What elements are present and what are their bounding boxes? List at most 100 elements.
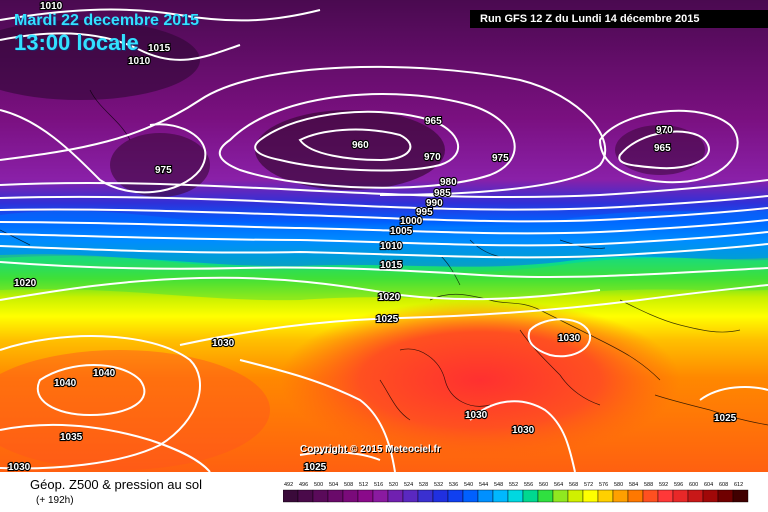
color-scale-swatch bbox=[477, 489, 494, 503]
color-scale-swatch bbox=[657, 489, 674, 503]
color-scale-tick-label: 516 bbox=[374, 482, 383, 488]
color-scale-swatch bbox=[372, 489, 389, 503]
color-scale-tick-label: 580 bbox=[614, 482, 623, 488]
color-scale-tick-label: 592 bbox=[659, 482, 668, 488]
isobar-labels: 1010 1015 1010 975 960 965 970 975 980 9… bbox=[7, 0, 738, 472]
color-scale-swatch bbox=[297, 489, 314, 503]
color-scale-swatch bbox=[462, 489, 479, 503]
weather-map: 1010 1015 1010 975 960 965 970 975 980 9… bbox=[0, 0, 768, 472]
isobar-label: 1040 bbox=[54, 378, 77, 389]
color-scale-tick-label: 576 bbox=[599, 482, 608, 488]
legend-title: Géop. Z500 & pression au sol bbox=[30, 477, 202, 492]
isobar-label: 1015 bbox=[380, 260, 403, 271]
color-scale-swatch bbox=[492, 489, 509, 503]
isobar-label: 1010 bbox=[128, 56, 151, 67]
color-scale-tick-label: 508 bbox=[344, 482, 353, 488]
isobar-label: 1000 bbox=[400, 216, 423, 227]
isobar-label: 1005 bbox=[390, 226, 413, 237]
isobars bbox=[0, 8, 768, 472]
isobar-label: 970 bbox=[424, 152, 441, 163]
low-pressure-core bbox=[255, 110, 445, 190]
isobar-label: 1025 bbox=[376, 314, 399, 325]
color-scale-tick-label: 552 bbox=[509, 482, 518, 488]
color-scale-swatch bbox=[417, 489, 434, 503]
color-scale-swatch bbox=[717, 489, 734, 503]
isobar-label: 965 bbox=[425, 116, 442, 127]
color-scale-tick-label: 520 bbox=[389, 482, 398, 488]
model-run-info: Run GFS 12 Z du Lundi 14 décembre 2015 bbox=[470, 10, 768, 28]
isobar-label: 1015 bbox=[148, 43, 171, 54]
copyright-text: Copyright © 2015 Meteociel.fr bbox=[300, 444, 441, 455]
isobar-label: 1025 bbox=[304, 462, 327, 472]
isobar-label: 1020 bbox=[378, 292, 401, 303]
color-scale-swatch bbox=[507, 489, 524, 503]
color-scale-tick-label: 512 bbox=[359, 482, 368, 488]
color-scale-swatch bbox=[627, 489, 644, 503]
isobar-label: 995 bbox=[416, 207, 433, 218]
jet-band-green bbox=[0, 254, 768, 301]
color-scale-tick-label: 584 bbox=[629, 482, 638, 488]
isobar-label: 975 bbox=[155, 165, 172, 176]
color-scale-swatch bbox=[732, 489, 749, 503]
color-scale-swatch bbox=[612, 489, 629, 503]
legend-subtitle: (+ 192h) bbox=[36, 495, 74, 506]
isobar-label: 1030 bbox=[512, 425, 535, 436]
isobar-label: 1040 bbox=[93, 368, 116, 379]
isobar-label: 1020 bbox=[14, 278, 37, 289]
color-scale-tick-label: 588 bbox=[644, 482, 653, 488]
color-scale-tick-label: 600 bbox=[689, 482, 698, 488]
color-scale-tick-label: 532 bbox=[434, 482, 443, 488]
isobar-label: 980 bbox=[440, 177, 457, 188]
isobar-label: 960 bbox=[352, 140, 369, 151]
color-scale-tick-label: 604 bbox=[704, 482, 713, 488]
forecast-date: Mardi 22 decembre 2015 bbox=[14, 12, 199, 29]
isobar-label: 975 bbox=[492, 153, 509, 164]
isobar-label: 1010 bbox=[40, 1, 63, 12]
color-scale-tick-label: 548 bbox=[494, 482, 503, 488]
color-scale-swatch bbox=[597, 489, 614, 503]
color-scale-swatch bbox=[582, 489, 599, 503]
color-scale-tick-label: 524 bbox=[404, 482, 413, 488]
color-scale-tick-label: 572 bbox=[584, 482, 593, 488]
color-scale-tick-label: 536 bbox=[449, 482, 458, 488]
color-scale-tick-label: 608 bbox=[719, 482, 728, 488]
color-scale-tick-label: 564 bbox=[554, 482, 563, 488]
color-scale-swatch bbox=[447, 489, 464, 503]
color-scale-tick-label: 504 bbox=[329, 482, 338, 488]
color-scale-tick-label: 496 bbox=[299, 482, 308, 488]
color-scale-tick-label: 528 bbox=[419, 482, 428, 488]
color-scale-swatch bbox=[672, 489, 689, 503]
map-canvas: 1010 1015 1010 975 960 965 970 975 980 9… bbox=[0, 0, 768, 472]
color-scale-tick-label: 540 bbox=[464, 482, 473, 488]
color-scale-swatch bbox=[687, 489, 704, 503]
color-scale-tick-label: 544 bbox=[479, 482, 488, 488]
color-scale-tick-label: 560 bbox=[539, 482, 548, 488]
color-scale-swatch bbox=[552, 489, 569, 503]
color-scale-swatch bbox=[327, 489, 344, 503]
isobar-label: 1030 bbox=[558, 333, 581, 344]
color-scale-swatch bbox=[387, 489, 404, 503]
color-scale-swatch bbox=[342, 489, 359, 503]
forecast-local-time: 13:00 locale bbox=[14, 30, 139, 55]
color-scale-swatch bbox=[567, 489, 584, 503]
isobar-label: 990 bbox=[426, 198, 443, 209]
isobar-label: 1035 bbox=[60, 432, 83, 443]
isobar-label: 1030 bbox=[465, 410, 488, 421]
warm-ridge bbox=[0, 350, 270, 470]
color-scale-swatch bbox=[537, 489, 554, 503]
isobar-label: 1030 bbox=[212, 338, 235, 349]
isobar-label: 985 bbox=[434, 188, 451, 199]
color-scale-tick-label: 596 bbox=[674, 482, 683, 488]
color-scale-tick-label: 612 bbox=[734, 482, 743, 488]
color-scale-tick-label: 492 bbox=[284, 482, 293, 488]
color-scale-swatch bbox=[522, 489, 539, 503]
color-scale-tick-label: 568 bbox=[569, 482, 578, 488]
low-pressure-core bbox=[615, 125, 705, 175]
isobar-label: 1030 bbox=[8, 462, 31, 472]
isobar-label: 1025 bbox=[714, 413, 737, 424]
color-scale-tick-label: 556 bbox=[524, 482, 533, 488]
color-scale-swatch bbox=[283, 489, 299, 503]
color-scale-swatch bbox=[702, 489, 719, 503]
warm-ridge bbox=[280, 300, 680, 460]
color-scale-swatch bbox=[432, 489, 449, 503]
